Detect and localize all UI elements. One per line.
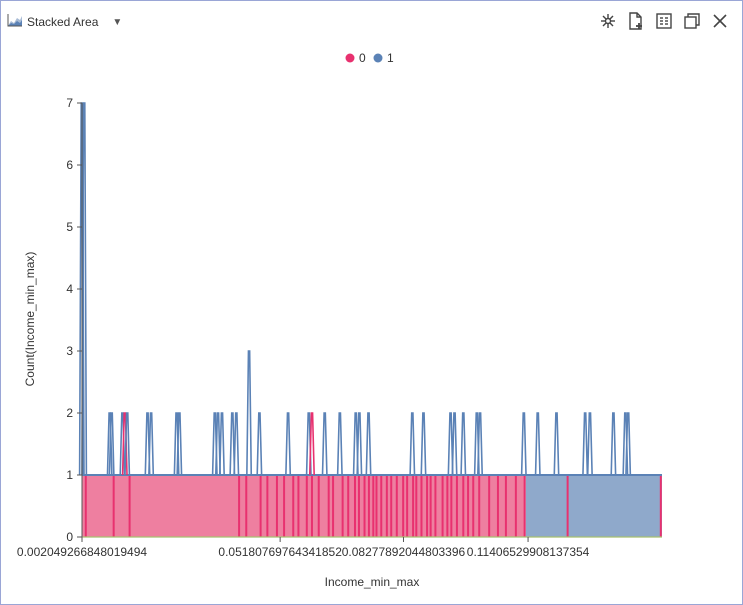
spike-point[interactable]	[586, 412, 593, 476]
legend-swatch-1[interactable]	[373, 53, 383, 63]
x-tick-label: 0.05180769764341852	[218, 545, 342, 559]
spike-point[interactable]	[409, 412, 416, 476]
spike-point[interactable]	[214, 412, 221, 476]
spike-point[interactable]	[124, 412, 131, 476]
spike-point[interactable]	[420, 412, 427, 476]
spike-point[interactable]	[321, 412, 328, 476]
spike-point[interactable]	[233, 412, 240, 476]
spike-point[interactable]	[229, 412, 236, 476]
spike-point[interactable]	[148, 412, 155, 476]
spike-point[interactable]	[108, 412, 115, 476]
spike-point[interactable]	[106, 412, 113, 476]
spike-point[interactable]	[610, 412, 617, 476]
chart-toolbar	[598, 11, 730, 31]
maximize-icon[interactable]	[682, 11, 702, 31]
y-tick-label: 3	[66, 344, 73, 358]
legend-label-1: 1	[387, 51, 394, 65]
axes: 0 1 2 3 4 5 6 7 0.002049266848019494 0.0518076976…	[17, 96, 590, 559]
chart-header: Stacked Area ▼	[7, 11, 122, 33]
spike-point[interactable]	[356, 412, 363, 476]
spike-point[interactable]	[285, 412, 292, 476]
y-tick-label: 7	[66, 96, 73, 110]
x-tick-label: 0.08277892044803396	[342, 545, 466, 559]
spike-point[interactable]	[218, 412, 225, 476]
spike-point[interactable]	[625, 412, 632, 476]
spike-point[interactable]	[553, 412, 560, 476]
y-axis-title: Count(Income_min_max)	[23, 252, 37, 387]
stacked-area-chart-icon	[7, 13, 23, 32]
y-tick-label: 5	[66, 220, 73, 234]
spike-point[interactable]	[336, 412, 343, 476]
chart-type-label: Stacked Area	[27, 15, 99, 29]
y-tick-label: 6	[66, 158, 73, 172]
y-tick-label: 4	[66, 282, 73, 296]
spike-point[interactable]	[460, 412, 467, 476]
y-tick-label: 2	[66, 406, 73, 420]
new-document-icon[interactable]	[626, 11, 646, 31]
chart-type-selector[interactable]: Stacked Area ▼	[7, 13, 122, 32]
spike-point[interactable]	[365, 412, 372, 476]
spike-point[interactable]	[246, 350, 253, 476]
spike-point[interactable]	[582, 412, 589, 476]
series-0-area-0	[81, 475, 526, 537]
x-tick-label: 0.11406529908137354	[467, 545, 590, 559]
x-tick-label: 0.002049266848019494	[17, 545, 147, 559]
spike-point[interactable]	[256, 412, 263, 476]
close-icon[interactable]	[710, 11, 730, 31]
series-1-spike-area	[82, 103, 84, 475]
asterisk-icon[interactable]	[598, 11, 618, 31]
spike-point[interactable]	[520, 412, 527, 476]
chevron-down-icon[interactable]: ▼	[112, 16, 123, 28]
x-axis-title: Income_min_max	[325, 575, 420, 589]
spike-point[interactable]	[451, 412, 458, 476]
legend-label-0: 0	[359, 51, 366, 65]
spike-point[interactable]	[534, 412, 541, 476]
spike-point[interactable]	[176, 412, 183, 476]
legend-swatch-0[interactable]	[345, 53, 355, 63]
y-tick-label: 1	[66, 468, 73, 482]
legend: 0 1	[345, 51, 394, 65]
plot-area	[78, 102, 662, 538]
spike-point[interactable]	[447, 412, 454, 476]
series-1-area-1	[525, 475, 662, 537]
y-tick-label: 0	[66, 530, 73, 544]
spike-point[interactable]	[308, 412, 315, 476]
data-table-icon[interactable]	[654, 11, 674, 31]
spike-point[interactable]	[477, 412, 484, 476]
